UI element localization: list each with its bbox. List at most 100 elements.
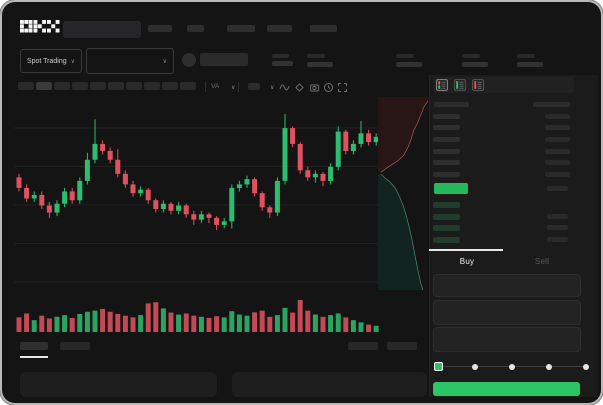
slider-tick[interactable] <box>546 363 552 370</box>
volume-bar <box>92 310 98 332</box>
volume-bar <box>252 312 258 332</box>
chevron-down-icon[interactable]: ∨ <box>270 85 275 91</box>
bid-amount-placeholder <box>547 225 568 230</box>
timeframe-button[interactable] <box>72 82 88 90</box>
order-total-input[interactable] <box>433 327 581 352</box>
volume-bar <box>168 312 174 332</box>
ask-price-placeholder[interactable] <box>433 125 460 131</box>
candle-body <box>206 214 212 218</box>
pair-name-placeholder[interactable] <box>200 53 248 66</box>
buy-tab-label: Buy <box>459 257 475 266</box>
timeframe-button[interactable] <box>180 82 196 90</box>
nav-item-placeholder[interactable] <box>310 25 337 32</box>
nav-item-placeholder[interactable] <box>267 25 292 32</box>
tab-sell[interactable]: Sell <box>527 257 557 266</box>
candle-body <box>320 173 326 181</box>
volume-bar <box>46 318 52 332</box>
candle-body <box>297 143 303 171</box>
order-price-input[interactable] <box>433 274 581 297</box>
ask-price-placeholder[interactable] <box>433 113 460 119</box>
bid-price-placeholder[interactable] <box>433 225 460 231</box>
timeframe-button[interactable] <box>54 82 70 90</box>
bid-price-placeholder[interactable] <box>433 202 460 208</box>
nav-item-placeholder[interactable] <box>187 25 204 32</box>
orderbook-amount-placeholder <box>547 186 568 191</box>
buy-submit-button[interactable] <box>433 382 580 396</box>
volume-bar <box>229 311 235 332</box>
volume-bar <box>343 317 349 332</box>
line-chart-style-icon[interactable] <box>279 82 290 93</box>
volume-bar <box>214 316 220 332</box>
clock-icon[interactable] <box>323 82 334 93</box>
timeframe-button[interactable] <box>126 82 142 90</box>
ask-price-placeholder[interactable] <box>433 136 460 142</box>
sell-tab-label: Sell <box>534 257 550 266</box>
okx-logo[interactable] <box>20 20 60 34</box>
timeframe-button[interactable] <box>162 82 178 90</box>
candle-body <box>122 173 128 185</box>
candle-body <box>69 191 75 201</box>
candle-body <box>62 191 68 204</box>
indicator-diamond-icon[interactable] <box>294 82 305 93</box>
search-input[interactable] <box>63 21 141 38</box>
slider-tick[interactable] <box>583 363 589 370</box>
candle-body <box>160 203 166 210</box>
orderbook-view-combined-icon[interactable] <box>436 79 448 91</box>
stat-value-placeholder <box>517 62 543 67</box>
volume-bar <box>16 317 22 332</box>
market-type-selector[interactable]: Spot Trading ∨ <box>20 49 82 73</box>
ask-price-placeholder[interactable] <box>433 148 460 154</box>
candle-body <box>153 200 159 210</box>
depth-asks-area <box>378 97 428 173</box>
volume-bar <box>122 315 128 332</box>
fullscreen-icon[interactable] <box>337 82 348 93</box>
timeframe-button[interactable] <box>36 82 52 90</box>
order-amount-input[interactable] <box>433 300 581 325</box>
volume-bar <box>328 315 334 332</box>
ask-price-placeholder[interactable] <box>433 172 460 177</box>
candle-body <box>191 214 197 220</box>
orders-table-placeholder <box>20 372 217 397</box>
candle-body <box>31 194 37 199</box>
candle-body <box>290 128 296 144</box>
candle-body <box>366 133 372 143</box>
market-type-label: Spot Trading <box>26 57 67 65</box>
interval-selector-placeholder[interactable] <box>248 83 260 90</box>
timeframe-button[interactable] <box>18 82 34 90</box>
orderbook-view-bids-icon[interactable] <box>454 79 466 91</box>
timeframe-button[interactable] <box>144 82 160 90</box>
volume-bar <box>153 302 159 332</box>
bottom-tab-order-history[interactable] <box>60 342 90 350</box>
overlay-selector[interactable]: VA <box>211 83 219 90</box>
tab-buy[interactable]: Buy <box>452 257 482 266</box>
volume-bar <box>198 316 204 332</box>
slider-tick[interactable] <box>509 363 515 370</box>
bid-price-placeholder[interactable] <box>433 213 460 220</box>
volume-bar <box>366 324 372 332</box>
timeframe-button[interactable] <box>108 82 124 90</box>
bid-price-placeholder[interactable] <box>433 236 460 243</box>
bottom-link-placeholder[interactable] <box>387 342 417 350</box>
nav-item-placeholder[interactable] <box>148 25 172 32</box>
orderbook-last-price-highlight[interactable] <box>434 183 468 194</box>
candle-body <box>274 180 280 213</box>
chevron-down-icon[interactable]: ∨ <box>231 85 236 91</box>
slider-handle[interactable] <box>433 361 443 371</box>
timeframe-button[interactable] <box>90 82 106 90</box>
ask-amount-placeholder <box>545 125 570 131</box>
volume-bar <box>84 311 90 332</box>
ask-price-placeholder[interactable] <box>433 160 460 166</box>
candlestick-chart[interactable] <box>14 96 380 336</box>
nav-item-placeholder[interactable] <box>227 25 255 32</box>
slider-tick[interactable] <box>472 363 478 370</box>
pair-selector-dropdown[interactable]: ∨ <box>86 48 174 74</box>
bottom-link-placeholder[interactable] <box>348 342 378 350</box>
camera-icon[interactable] <box>309 82 320 93</box>
candle-body <box>335 131 341 167</box>
ask-amount-placeholder <box>545 148 570 154</box>
orderbook-col-header-price <box>434 102 469 107</box>
bottom-tab-open-orders[interactable] <box>20 342 48 350</box>
orderbook-view-asks-icon[interactable] <box>472 79 484 91</box>
candle-body <box>267 207 273 213</box>
stat-value-placeholder <box>396 62 422 67</box>
